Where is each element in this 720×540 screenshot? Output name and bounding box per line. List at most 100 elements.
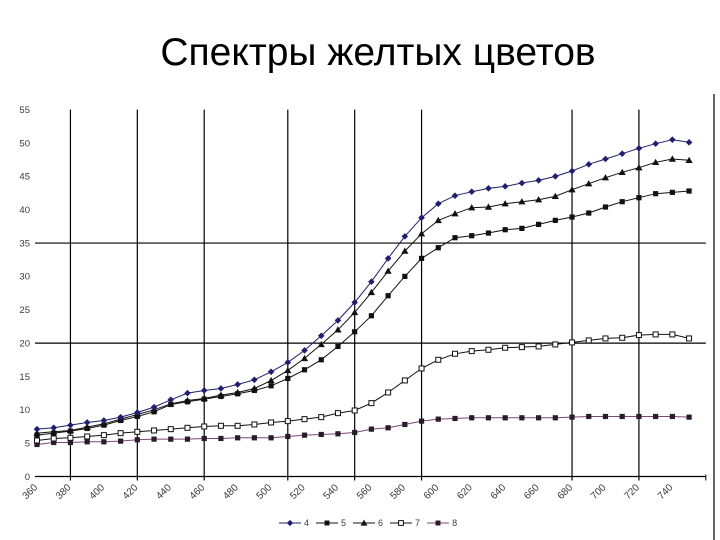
diamond-marker (669, 136, 676, 143)
x-tick-label: 580 (388, 482, 408, 502)
square-marker (452, 235, 458, 241)
square-marker (335, 431, 341, 437)
open-square-marker (268, 419, 275, 426)
diamond-marker (334, 317, 342, 324)
chart-legend: 4 5 6 7 8 (279, 518, 464, 528)
square-marker (184, 399, 191, 405)
diamond-marker (468, 188, 476, 195)
square-marker (502, 415, 508, 421)
y-tick-label: 5 (25, 438, 30, 449)
diamond-marker (384, 255, 392, 262)
diamond-marker (234, 381, 241, 388)
diamond-marker (134, 409, 141, 416)
open-square-marker (552, 341, 559, 348)
square-marker (686, 188, 692, 194)
open-square-marker-icon (390, 520, 413, 526)
triangle-marker (367, 288, 375, 296)
square-marker (184, 436, 191, 442)
triangle-marker (451, 210, 459, 217)
open-square-marker (50, 435, 57, 442)
triangle-marker (685, 156, 693, 164)
series-line (36, 158, 690, 434)
triangle-marker (360, 519, 368, 526)
triangle-marker (601, 174, 610, 181)
diamond-marker (451, 192, 459, 199)
open-square-marker (535, 343, 542, 350)
triangle-marker (652, 158, 660, 166)
diamond-marker (418, 214, 425, 222)
triangle-marker (351, 308, 359, 316)
open-square-marker (485, 346, 492, 353)
open-square-marker (151, 427, 158, 434)
triangle-marker (484, 203, 493, 210)
square-marker (536, 415, 542, 421)
square-marker (285, 375, 291, 382)
x-tick-label: 700 (589, 482, 609, 502)
diamond-marker (286, 519, 294, 527)
axes (35, 474, 707, 481)
x-tick-label: 520 (288, 482, 308, 502)
square-marker (552, 415, 558, 421)
diamond-marker (117, 413, 124, 421)
open-square-marker (401, 377, 408, 384)
x-tick-label: 620 (455, 482, 475, 502)
diamond-marker (618, 150, 626, 157)
square-marker-icon (316, 520, 339, 526)
y-tick-label: 30 (19, 272, 30, 283)
square-marker (201, 396, 207, 402)
x-tick-label: 660 (522, 482, 542, 502)
square-marker (352, 429, 358, 436)
series-line (36, 333, 690, 441)
open-square-marker (167, 426, 174, 433)
diamond-marker (150, 403, 158, 411)
triangle-marker (585, 180, 593, 187)
legend-item-8: 8 (427, 518, 457, 528)
square-marker (101, 422, 107, 428)
square-marker (301, 367, 308, 373)
x-tick-label: 440 (154, 482, 174, 502)
square-marker (251, 435, 257, 441)
triangle-marker (434, 216, 442, 224)
open-square-marker (234, 422, 241, 429)
diamond-marker (301, 347, 308, 354)
square-marker-icon (427, 520, 450, 526)
triangle-marker (518, 198, 526, 205)
triangle-marker (334, 326, 342, 333)
square-marker (67, 428, 74, 434)
diamond-marker (267, 368, 275, 376)
triangle-marker (401, 247, 409, 254)
square-marker (619, 413, 625, 420)
square-marker (84, 439, 90, 445)
x-tick-label: 640 (489, 482, 509, 502)
square-marker (34, 432, 40, 438)
diamond-marker (434, 200, 442, 207)
square-marker (569, 214, 575, 220)
square-marker (485, 230, 492, 236)
open-square-marker (334, 410, 341, 417)
legend-item-7: 7 (390, 518, 420, 528)
diamond-marker (535, 177, 542, 184)
triangle-marker (635, 164, 643, 171)
square-marker (318, 357, 324, 363)
diamond-marker (217, 385, 225, 392)
series-4 (33, 136, 693, 433)
diamond-marker (184, 389, 191, 397)
diamond-marker (200, 387, 208, 394)
open-square-marker (686, 335, 693, 342)
square-marker (686, 414, 692, 420)
square-marker (586, 413, 592, 420)
x-tick-label: 540 (322, 482, 342, 502)
square-marker (101, 439, 107, 445)
diamond-marker (100, 417, 108, 424)
open-square-marker (368, 400, 375, 407)
open-square-marker (84, 433, 91, 440)
triangle-marker (267, 376, 275, 384)
x-tick-label: 480 (221, 482, 241, 502)
square-marker (653, 413, 659, 420)
square-marker (251, 387, 257, 394)
square-marker (368, 313, 374, 319)
square-marker (201, 435, 207, 442)
x-tick-label: 740 (656, 482, 676, 502)
square-marker (519, 415, 525, 421)
